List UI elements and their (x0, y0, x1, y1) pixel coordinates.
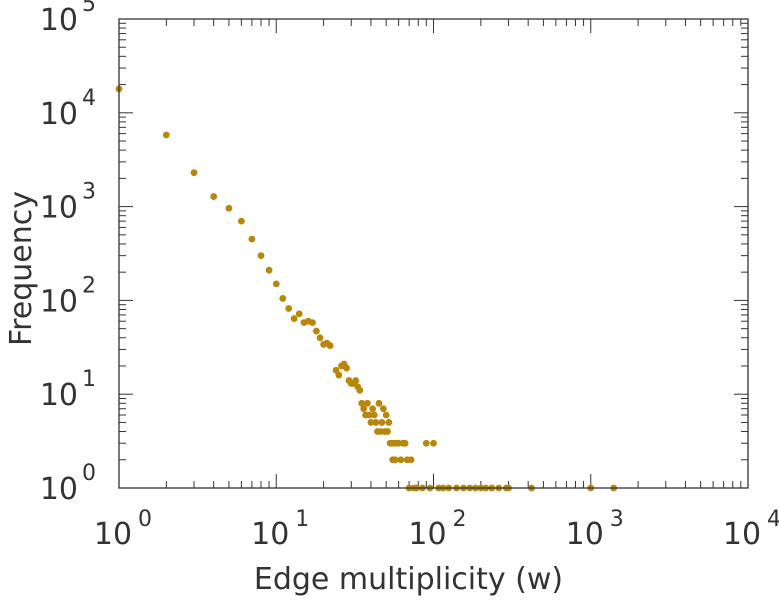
data-point (367, 419, 375, 426)
data-point (401, 439, 409, 447)
y-tick-label: 10 1 (40, 367, 96, 413)
data-point (272, 280, 280, 288)
y-tick-label-base: 10 (40, 97, 78, 132)
data-point (352, 377, 360, 384)
data-point (360, 405, 368, 413)
data-point (358, 399, 366, 407)
x-tick-label-base: 10 (723, 517, 761, 552)
data-point (290, 315, 298, 322)
data-point (356, 386, 364, 394)
data-point (248, 235, 256, 243)
data-point (407, 456, 415, 464)
y-tick-label-exponent: 4 (82, 86, 96, 111)
data-points (115, 85, 618, 492)
data-point (326, 342, 334, 349)
data-point (391, 456, 399, 464)
data-point (375, 399, 383, 407)
x-tick-label-base: 10 (566, 517, 604, 552)
x-tick-label-exponent: 2 (453, 507, 467, 532)
data-point (379, 405, 387, 413)
data-point (384, 428, 391, 435)
data-point (382, 411, 390, 419)
data-point (370, 411, 378, 419)
data-point (295, 310, 303, 318)
y-tick-label: 10 5 (40, 0, 96, 38)
y-tick-label-base: 10 (40, 472, 78, 507)
x-tick-label-exponent: 1 (295, 507, 309, 532)
y-tick-label-base: 10 (40, 191, 78, 226)
y-tick-label: 10 3 (40, 180, 96, 226)
data-point (385, 419, 393, 426)
y-tick-label-base: 10 (40, 378, 78, 413)
data-point (369, 405, 377, 413)
data-point (422, 439, 430, 447)
data-point (162, 131, 170, 139)
data-point (309, 319, 316, 326)
data-point (225, 204, 233, 212)
data-point (365, 411, 373, 419)
x-tick-label-base: 10 (251, 517, 289, 552)
data-point (237, 217, 245, 225)
axis-ticks (118, 18, 749, 489)
data-point (190, 169, 198, 177)
x-tick-labels: 10 0 10 1 10 2 10 3 10 4 (94, 507, 779, 552)
data-point (279, 295, 287, 302)
y-tick-label-exponent: 1 (82, 367, 96, 392)
y-tick-label: 10 4 (40, 86, 96, 132)
data-point (397, 456, 405, 464)
x-tick-label-base: 10 (94, 517, 132, 552)
y-tick-label: 10 0 (40, 461, 96, 507)
y-tick-label-exponent: 3 (82, 180, 96, 205)
x-tick-label-exponent: 0 (138, 507, 152, 532)
data-point (372, 419, 380, 426)
y-tick-label-exponent: 2 (82, 273, 96, 298)
y-axis-title: Frequency (4, 191, 39, 346)
x-tick-label-exponent: 3 (610, 507, 624, 532)
data-point (430, 439, 437, 447)
plot-frame (118, 18, 749, 489)
data-point (335, 371, 343, 379)
data-point (312, 327, 320, 335)
x-axis-title: Edge multiplicity (w) (254, 562, 563, 597)
x-tick-label: 10 0 (94, 507, 152, 552)
y-tick-label-base: 10 (40, 284, 78, 319)
x-tick-label: 10 2 (408, 507, 466, 552)
data-point (316, 334, 324, 342)
x-tick-label: 10 4 (723, 507, 779, 552)
data-point (285, 305, 293, 312)
data-point (364, 399, 371, 407)
data-point (265, 266, 273, 274)
x-tick-label-base: 10 (408, 517, 446, 552)
y-tick-label-exponent: 0 (82, 461, 96, 486)
data-point (257, 252, 265, 260)
x-tick-label: 10 1 (251, 507, 309, 552)
y-tick-label-base: 10 (40, 3, 78, 38)
data-point (343, 364, 350, 372)
y-tick-label-exponent: 5 (82, 0, 96, 17)
data-point (378, 419, 386, 426)
y-tick-label: 10 2 (40, 273, 96, 319)
x-tick-label-exponent: 4 (767, 507, 779, 532)
data-point (210, 193, 218, 200)
x-tick-label: 10 3 (566, 507, 624, 552)
